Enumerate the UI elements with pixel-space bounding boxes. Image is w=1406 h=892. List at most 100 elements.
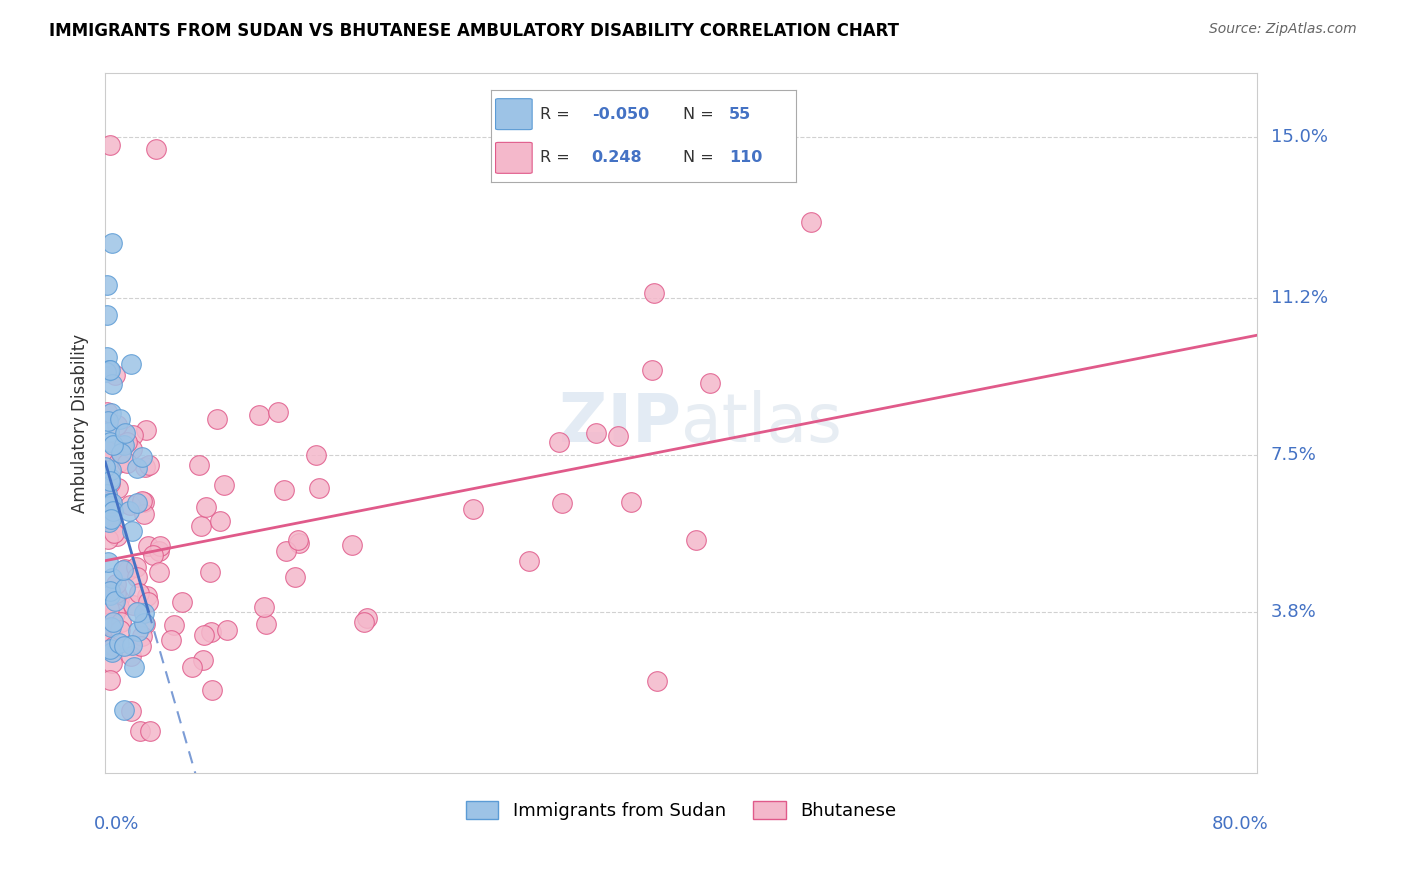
- Point: [96, 278, 118, 293]
- Point: [114, 562, 136, 576]
- Point: [160, 632, 183, 647]
- Point: [115, 456, 138, 470]
- Point: [97, 425, 120, 439]
- Point: [120, 648, 142, 663]
- Point: [127, 624, 149, 639]
- Point: [217, 624, 239, 638]
- Point: [585, 426, 607, 441]
- Point: [100, 583, 122, 598]
- Text: IMMIGRANTS FROM SUDAN VS BHUTANESE AMBULATORY DISABILITY CORRELATION CHART: IMMIGRANTS FROM SUDAN VS BHUTANESE AMBUL…: [49, 22, 900, 40]
- Point: [214, 478, 236, 492]
- Legend: Immigrants from Sudan, Bhutanese: Immigrants from Sudan, Bhutanese: [458, 793, 903, 827]
- Point: [200, 624, 222, 639]
- Point: [96, 625, 118, 640]
- Point: [120, 499, 142, 513]
- Y-axis label: Ambulatory Disability: Ambulatory Disability: [72, 334, 89, 513]
- Point: [101, 504, 124, 518]
- Point: [247, 409, 270, 423]
- Point: [148, 544, 170, 558]
- Text: 11.2%: 11.2%: [1271, 289, 1327, 307]
- Point: [190, 518, 212, 533]
- Point: [97, 492, 120, 507]
- Point: [191, 653, 214, 667]
- Point: [114, 426, 136, 441]
- Point: [112, 438, 135, 452]
- Point: [96, 405, 118, 419]
- Point: [107, 591, 129, 606]
- Point: [110, 446, 132, 460]
- Point: [118, 504, 141, 518]
- Point: [606, 429, 628, 443]
- Point: [517, 554, 540, 568]
- Point: [180, 660, 202, 674]
- Point: [163, 617, 186, 632]
- Point: [188, 458, 211, 472]
- Point: [645, 673, 668, 688]
- Point: [100, 584, 122, 599]
- Text: atlas: atlas: [681, 390, 842, 456]
- Point: [136, 539, 159, 553]
- Point: [114, 581, 136, 595]
- Point: [149, 539, 172, 553]
- Point: [96, 308, 118, 322]
- Point: [104, 586, 127, 600]
- Point: [107, 599, 129, 614]
- Text: ZIP: ZIP: [560, 390, 681, 456]
- Point: [98, 475, 121, 489]
- Point: [121, 598, 143, 612]
- Point: [101, 615, 124, 630]
- Point: [131, 494, 153, 508]
- Point: [110, 446, 132, 460]
- Point: [103, 526, 125, 541]
- Point: [100, 500, 122, 514]
- Point: [100, 463, 122, 477]
- Point: [105, 529, 128, 543]
- Point: [193, 628, 215, 642]
- Point: [96, 351, 118, 365]
- Point: [551, 496, 574, 510]
- Point: [98, 434, 121, 449]
- Point: [121, 524, 143, 539]
- Text: 15.0%: 15.0%: [1271, 128, 1327, 145]
- Point: [100, 511, 122, 525]
- Point: [198, 565, 221, 579]
- Point: [121, 442, 143, 456]
- Point: [104, 576, 127, 591]
- Point: [98, 601, 121, 615]
- Point: [103, 639, 125, 653]
- Point: [94, 459, 117, 474]
- Point: [172, 595, 194, 609]
- Point: [97, 532, 120, 546]
- Point: [112, 639, 135, 653]
- Point: [108, 412, 131, 426]
- Point: [135, 423, 157, 437]
- Point: [274, 544, 297, 558]
- Point: [620, 495, 643, 509]
- Point: [94, 366, 117, 380]
- Point: [111, 563, 134, 577]
- Point: [254, 617, 277, 632]
- Point: [97, 415, 120, 429]
- Point: [131, 629, 153, 643]
- Text: Source: ZipAtlas.com: Source: ZipAtlas.com: [1209, 22, 1357, 37]
- Point: [115, 435, 138, 450]
- Point: [122, 427, 145, 442]
- Point: [125, 570, 148, 584]
- Point: [101, 235, 124, 250]
- Point: [110, 615, 132, 629]
- Point: [134, 615, 156, 630]
- Text: 0.0%: 0.0%: [94, 815, 139, 833]
- Point: [138, 723, 160, 738]
- Text: 80.0%: 80.0%: [1212, 815, 1268, 833]
- Point: [125, 460, 148, 475]
- Point: [110, 624, 132, 638]
- Point: [134, 495, 156, 509]
- Point: [98, 588, 121, 602]
- Point: [356, 610, 378, 624]
- Point: [699, 376, 721, 390]
- Point: [117, 563, 139, 577]
- Point: [98, 363, 121, 377]
- Point: [305, 449, 328, 463]
- Point: [96, 443, 118, 458]
- Point: [101, 496, 124, 510]
